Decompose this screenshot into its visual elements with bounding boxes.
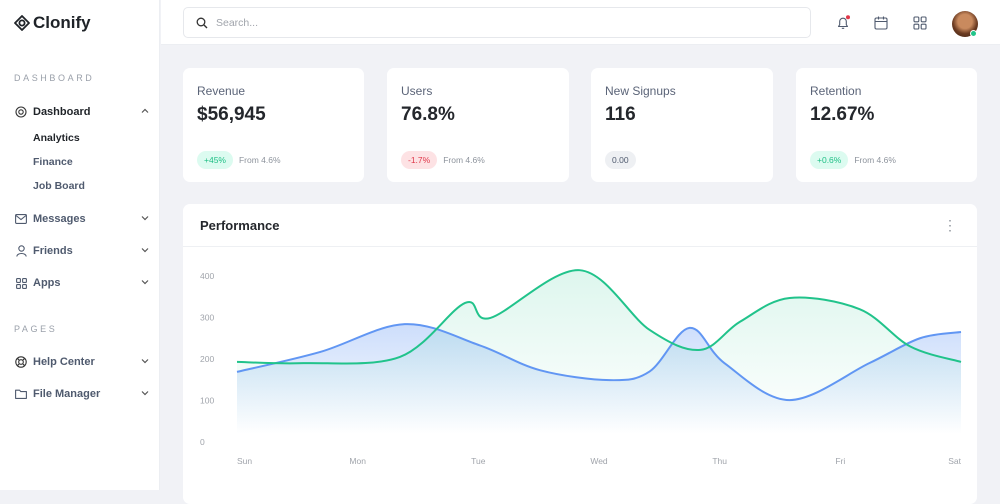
x-tick-label: Sun: [237, 456, 252, 466]
x-tick-label: Fri: [835, 456, 845, 466]
sidebar-item-label: Messages: [33, 213, 86, 225]
change-note: From 4.6%: [443, 155, 485, 165]
x-tick-label: Mon: [349, 456, 366, 466]
performance-card: Performance ⋮ 0 100 200 300 400 Sun Mon Tue Wed T…: [183, 204, 977, 504]
stat-value: 76.8%: [401, 104, 455, 125]
change-badge: -1.7%: [401, 151, 438, 169]
x-tick-label: Tue: [471, 456, 486, 466]
calendar-icon[interactable]: [873, 15, 889, 31]
y-tick-label: 0: [200, 437, 205, 447]
change-badge: +0.6%: [810, 151, 849, 169]
sidebar-item-label: Apps: [33, 277, 61, 289]
stat-value: 12.67%: [810, 104, 875, 125]
stat-card-retention: Retention 12.67% +0.6% From 4.6%: [796, 68, 977, 182]
stat-value: 116: [605, 104, 636, 125]
search-input[interactable]: [216, 16, 716, 29]
x-tick-label: Sat: [948, 456, 961, 466]
change-badge: +45%: [197, 151, 233, 169]
sidebar: Clonify DASHBOARD Dashboard Analytics Fi…: [0, 0, 160, 490]
dashboard-icon: [14, 105, 28, 119]
change-note: From 4.6%: [238, 155, 281, 165]
online-status-dot: [970, 30, 977, 37]
sidebar-item-label: Help Center: [33, 356, 95, 368]
y-tick-label: 200: [200, 354, 214, 364]
folder-icon: [14, 387, 28, 401]
sidebar-item-label: File Manager: [33, 388, 101, 400]
change-note: From 4.6%: [854, 155, 896, 165]
x-tick-label: Wed: [590, 456, 608, 466]
apps-grid-icon[interactable]: [912, 15, 928, 31]
sidebar-subitem-analytics[interactable]: Analytics: [33, 132, 80, 144]
more-options-icon[interactable]: ⋮: [943, 217, 957, 233]
search-icon: [196, 17, 208, 28]
search-box[interactable]: [183, 7, 811, 38]
logo-icon: [14, 15, 30, 31]
chevron-down-icon: [140, 213, 150, 226]
y-tick-label: 100: [200, 396, 214, 406]
bell-icon[interactable]: [835, 15, 851, 31]
performance-title: Performance: [200, 217, 280, 233]
chevron-down-icon: [140, 388, 150, 401]
chevron-up-icon: [140, 106, 150, 119]
lifebuoy-icon: [14, 355, 28, 369]
sidebar-item-dashboard[interactable]: Dashboard: [14, 105, 150, 119]
y-tick-label: 300: [200, 313, 214, 323]
sidebar-item-apps[interactable]: Apps: [14, 276, 150, 290]
chevron-down-icon: [140, 245, 150, 258]
sidebar-subitem-finance[interactable]: Finance: [33, 156, 73, 168]
stat-card-new-signups: New Signups 116 0.00: [591, 68, 773, 182]
sidebar-item-file-manager[interactable]: File Manager: [14, 387, 150, 401]
sidebar-item-friends[interactable]: Friends: [14, 244, 150, 258]
user-icon: [14, 244, 28, 258]
app-name: Clonify: [33, 13, 91, 32]
chevron-down-icon: [140, 356, 150, 369]
sidebar-item-help-center[interactable]: Help Center: [14, 355, 150, 369]
sidebar-subitem-job-board[interactable]: Job Board: [33, 180, 85, 192]
sidebar-item-label: Dashboard: [33, 106, 91, 118]
grid-icon: [14, 276, 28, 290]
topbar: [161, 0, 1000, 45]
y-tick-label: 400: [200, 271, 214, 281]
stat-card-revenue: Revenue $56,945 +45% From 4.6%: [183, 68, 364, 182]
logo[interactable]: Clonify: [14, 13, 91, 33]
section-dashboard: DASHBOARD: [14, 73, 95, 83]
stat-label: Users: [401, 84, 433, 98]
stat-value: $56,945: [197, 104, 266, 125]
series-line-2: [236, 269, 962, 365]
series-area-2: [237, 270, 961, 434]
stat-card-users: Users 76.8% -1.7% From 4.6%: [387, 68, 569, 182]
sidebar-item-label: Friends: [33, 245, 73, 257]
series-line-1: [236, 323, 962, 402]
stat-label: New Signups: [605, 84, 676, 98]
x-tick-label: Thu: [712, 456, 727, 466]
mail-icon: [14, 212, 28, 226]
sidebar-item-messages[interactable]: Messages: [14, 212, 150, 226]
stat-label: Retention: [810, 84, 862, 98]
chevron-down-icon: [140, 277, 150, 290]
performance-chart: 0 100 200 300 400 Sun Mon Tue Wed Thu Fri Sat: [200, 269, 962, 466]
stat-label: Revenue: [197, 84, 246, 98]
section-pages: PAGES: [14, 324, 58, 334]
change-badge: 0.00: [605, 151, 636, 169]
